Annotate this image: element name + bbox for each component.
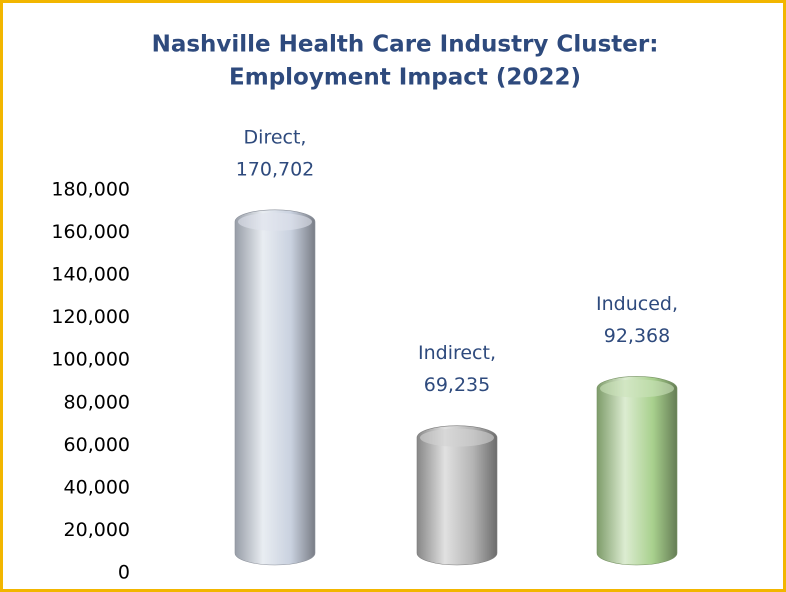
y-tick-label: 100,000 — [51, 349, 130, 371]
chart-title: Nashville Health Care Industry Cluster: — [152, 32, 659, 58]
bar-cap — [238, 212, 312, 231]
y-tick-label: 80,000 — [64, 391, 130, 413]
y-tick-label: 140,000 — [51, 264, 130, 286]
data-label-value: 170,702 — [236, 158, 315, 180]
y-tick-label: 0 — [118, 562, 130, 584]
data-label-category: Induced, — [596, 293, 678, 315]
y-tick-label: 60,000 — [64, 434, 130, 456]
data-label-value: 69,235 — [424, 374, 490, 396]
bar-cap — [420, 428, 494, 447]
y-tick-label: 180,000 — [51, 179, 130, 201]
y-tick-label: 120,000 — [51, 306, 130, 328]
chart-title: Employment Impact (2022) — [229, 65, 581, 91]
y-tick-label: 20,000 — [64, 519, 130, 541]
bar — [596, 376, 678, 566]
data-label-value: 92,368 — [604, 325, 670, 347]
bar — [416, 425, 498, 566]
data-label-category: Indirect, — [418, 342, 496, 364]
y-tick-label: 40,000 — [64, 476, 130, 498]
data-label-category: Direct, — [244, 126, 307, 148]
y-tick-label: 160,000 — [51, 221, 130, 243]
bar-cap — [600, 379, 674, 398]
bar — [234, 209, 316, 566]
